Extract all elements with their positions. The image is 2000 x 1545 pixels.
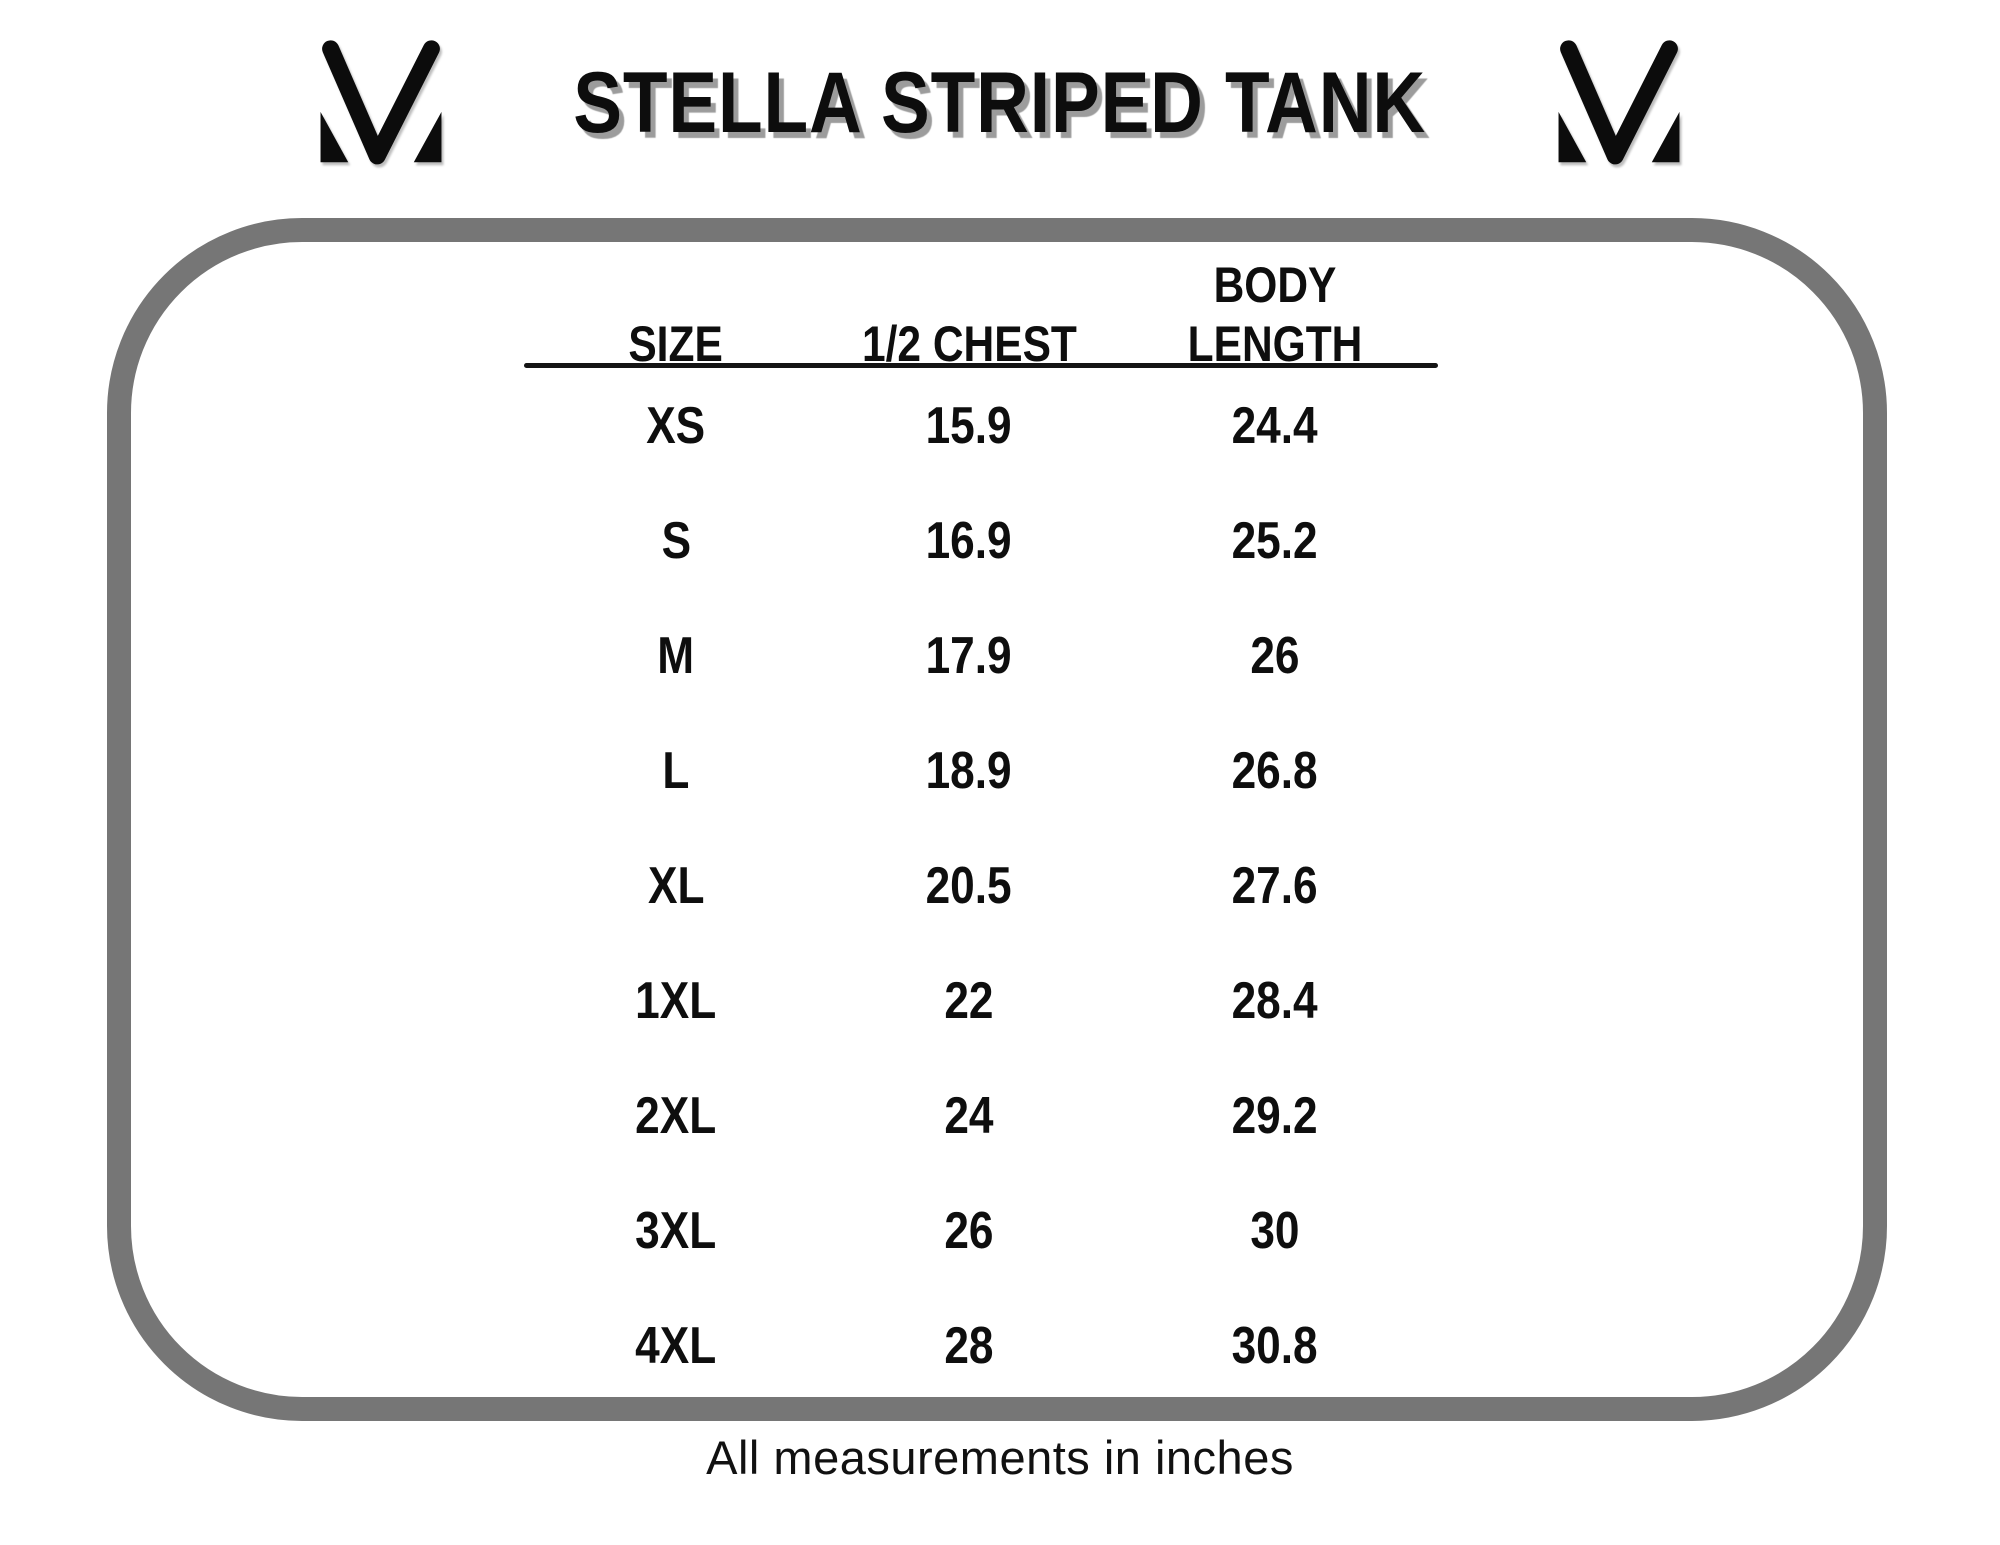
mv-monogram-left-icon [320, 40, 442, 165]
body-length-value: 30.8 [1231, 1316, 1319, 1375]
size-label: 2XL [635, 1086, 717, 1145]
half-chest-value: 26 [944, 1201, 994, 1260]
size-table: XS 15.9 24.4 S 16.9 25.2 M 17.9 26 L 18.… [526, 368, 1438, 1403]
column-header-size: SIZE [628, 316, 724, 372]
body-length-value: 29.2 [1231, 1086, 1319, 1145]
body-length-value: 25.2 [1231, 511, 1319, 570]
size-label: S [661, 511, 691, 570]
body-length-value: 28.4 [1231, 971, 1319, 1030]
half-chest-value: 18.9 [925, 741, 1013, 800]
size-chart-border [107, 218, 1887, 1421]
size-label: L [662, 741, 690, 800]
column-header-body-length: BODY LENGTH [1187, 257, 1363, 372]
size-label: M [657, 626, 695, 685]
measurements-note-text: All measurements in inches [706, 1431, 1294, 1484]
size-label: 3XL [635, 1201, 717, 1260]
half-chest-value: 22 [944, 971, 994, 1030]
size-label: XS [646, 396, 706, 455]
half-chest-value: 24 [944, 1086, 994, 1145]
page-title: STELLA STRIPED TANK [498, 54, 1501, 153]
half-chest-value: 28 [944, 1316, 994, 1375]
body-length-value: 26.8 [1231, 741, 1319, 800]
column-header-half-chest: 1/2 CHEST [861, 316, 1077, 372]
half-chest-value: 16.9 [925, 511, 1013, 570]
body-length-value: 27.6 [1231, 856, 1319, 915]
size-label: 4XL [635, 1316, 717, 1375]
mv-monogram-right-icon [1558, 40, 1680, 165]
half-chest-value: 17.9 [925, 626, 1013, 685]
measurements-note: All measurements in inches [0, 1430, 2000, 1485]
size-label: 1XL [635, 971, 717, 1030]
half-chest-value: 20.5 [925, 856, 1013, 915]
half-chest-value: 15.9 [925, 396, 1013, 455]
size-label: XL [647, 856, 705, 915]
table-header-row: SIZE 1/2 CHEST BODY LENGTH [526, 256, 1438, 372]
table-header-rule [524, 363, 1438, 368]
body-length-value: 26 [1250, 626, 1300, 685]
body-length-value: 24.4 [1231, 396, 1319, 455]
body-length-value: 30 [1250, 1201, 1300, 1260]
brand-header: STELLA STRIPED TANK [0, 28, 2000, 178]
page-title-text: STELLA STRIPED TANK [573, 54, 1427, 151]
